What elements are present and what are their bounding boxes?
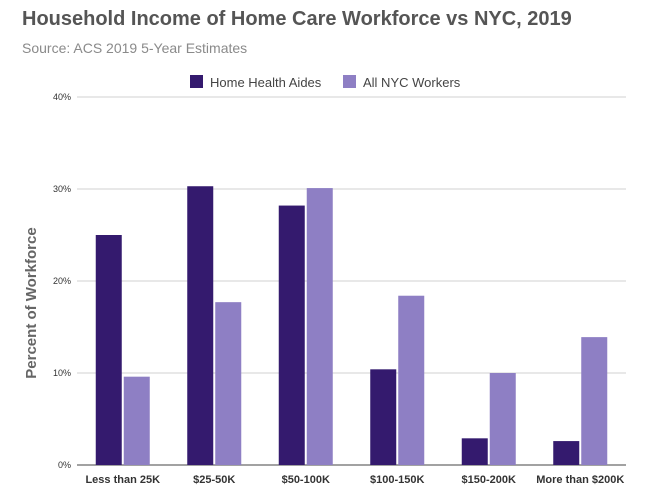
y-tick-label: 30%: [53, 184, 71, 194]
bar-all-nyc-workers: [489, 373, 516, 465]
x-tick-label: $25-50K: [193, 474, 235, 486]
x-tick-label: Less than 25K: [85, 474, 160, 486]
y-tick-label: 20%: [53, 276, 71, 286]
bar-all-nyc-workers: [398, 295, 425, 465]
x-tick-label: $150-200K: [462, 474, 516, 486]
y-axis-label: Percent of Workforce: [23, 227, 40, 378]
bar-all-nyc-workers: [123, 376, 150, 465]
chart-title: Household Income of Home Care Workforce …: [22, 8, 572, 30]
bar-home-health-aides: [95, 235, 122, 465]
x-tick-label: $100-150K: [370, 474, 424, 486]
bar-all-nyc-workers: [215, 302, 242, 465]
legend-swatch: [343, 75, 356, 88]
legend-label: All NYC Workers: [363, 75, 461, 90]
legend-swatch: [190, 75, 203, 88]
bar-home-health-aides: [461, 438, 488, 465]
bar-all-nyc-workers: [306, 188, 333, 465]
y-axis-ticks: 0% 10% 20% 30% 40%: [53, 92, 71, 470]
bar-all-nyc-workers: [581, 337, 608, 465]
bar-home-health-aides: [278, 205, 305, 465]
gridlines: [77, 96, 626, 466]
y-tick-label: 10%: [53, 368, 71, 378]
y-tick-label: 40%: [53, 92, 71, 102]
x-tick-label: $50-100K: [282, 474, 330, 486]
chart-subtitle: Source: ACS 2019 5-Year Estimates: [22, 40, 248, 56]
bar-home-health-aides: [370, 369, 397, 465]
bar-home-health-aides: [187, 186, 214, 466]
legend-label: Home Health Aides: [210, 75, 322, 90]
bars: [95, 186, 608, 466]
bar-home-health-aides: [553, 441, 580, 465]
x-axis-ticks: Less than 25K $25-50K $50-100K $100-150K $15…: [85, 474, 624, 486]
legend: Home Health Aides All NYC Workers: [190, 75, 461, 90]
x-tick-label: More than $200K: [536, 474, 624, 486]
y-tick-label: 0%: [58, 460, 71, 470]
